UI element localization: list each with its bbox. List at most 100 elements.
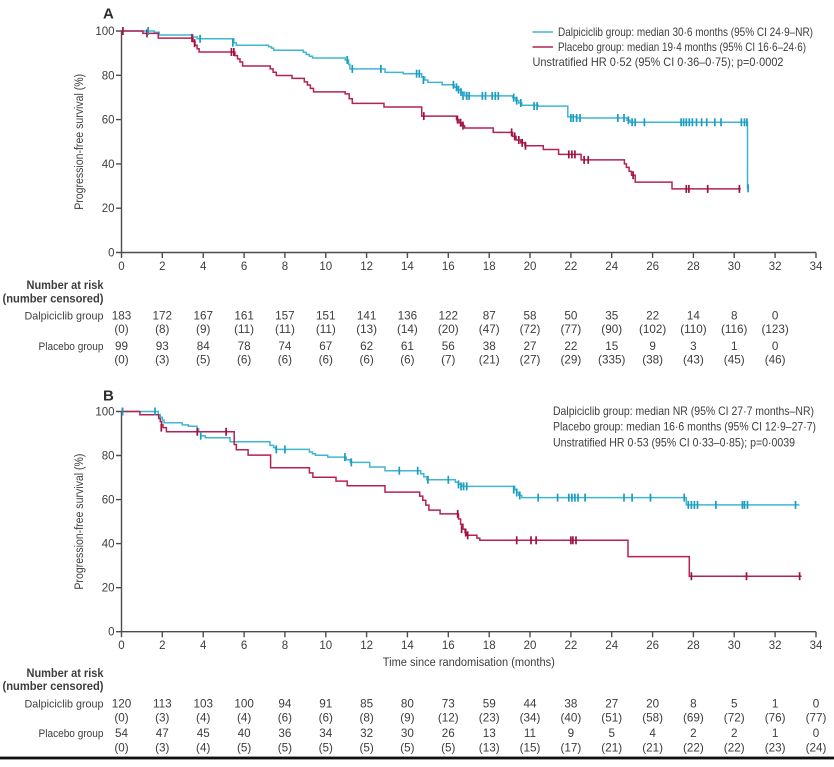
svg-text:22: 22 xyxy=(564,340,577,353)
svg-text:Placebo group: median 19·4 mon: Placebo group: median 19·4 months (95% C… xyxy=(558,40,806,54)
svg-text:B: B xyxy=(103,388,114,405)
svg-text:(47): (47) xyxy=(479,323,500,336)
svg-text:80: 80 xyxy=(102,451,115,463)
svg-text:0: 0 xyxy=(813,697,820,710)
svg-text:(335): (335) xyxy=(598,354,625,367)
svg-text:8: 8 xyxy=(282,261,288,273)
svg-text:(5): (5) xyxy=(359,742,373,755)
svg-text:12: 12 xyxy=(360,261,373,273)
svg-text:136: 136 xyxy=(398,310,418,323)
svg-text:(4): (4) xyxy=(196,742,210,755)
svg-text:(29): (29) xyxy=(561,354,582,367)
svg-text:14: 14 xyxy=(687,310,701,323)
svg-text:(5): (5) xyxy=(237,742,251,755)
svg-text:28: 28 xyxy=(687,261,700,273)
svg-text:167: 167 xyxy=(193,310,213,323)
svg-text:6: 6 xyxy=(241,261,247,273)
svg-text:(6): (6) xyxy=(319,354,333,367)
svg-text:151: 151 xyxy=(316,310,336,323)
svg-text:91: 91 xyxy=(319,697,332,710)
svg-text:(number censored): (number censored) xyxy=(3,294,104,306)
svg-text:40: 40 xyxy=(102,539,115,551)
svg-text:(8): (8) xyxy=(155,323,169,336)
svg-text:Progression-free survival (%): Progression-free survival (%) xyxy=(74,453,86,589)
svg-text:47: 47 xyxy=(156,727,169,740)
svg-text:8: 8 xyxy=(690,697,697,710)
svg-text:(8): (8) xyxy=(359,711,373,724)
svg-text:87: 87 xyxy=(483,310,496,323)
svg-text:0: 0 xyxy=(772,340,779,353)
svg-text:20: 20 xyxy=(102,203,115,215)
svg-text:27: 27 xyxy=(605,697,618,710)
svg-text:11: 11 xyxy=(524,727,536,740)
svg-text:122: 122 xyxy=(439,310,459,323)
svg-text:14: 14 xyxy=(401,640,414,652)
svg-text:(21): (21) xyxy=(642,742,663,755)
svg-text:32: 32 xyxy=(769,640,782,652)
svg-text:80: 80 xyxy=(401,697,415,710)
svg-text:14: 14 xyxy=(401,261,414,273)
svg-text:(40): (40) xyxy=(561,711,582,724)
svg-text:0: 0 xyxy=(108,248,114,260)
svg-text:Placebo group: Placebo group xyxy=(39,341,104,353)
svg-text:10: 10 xyxy=(319,640,332,652)
svg-text:Time since randomisation (mont: Time since randomisation (months) xyxy=(383,657,555,669)
svg-text:100: 100 xyxy=(234,697,254,710)
svg-text:100: 100 xyxy=(95,407,114,419)
svg-text:9: 9 xyxy=(649,340,656,353)
svg-text:32: 32 xyxy=(360,727,373,740)
svg-text:(20): (20) xyxy=(438,323,459,336)
svg-text:(21): (21) xyxy=(601,742,622,755)
svg-text:20: 20 xyxy=(524,261,537,273)
svg-text:34: 34 xyxy=(319,727,333,740)
svg-text:54: 54 xyxy=(115,727,129,740)
svg-text:(72): (72) xyxy=(520,323,541,336)
svg-text:3: 3 xyxy=(690,340,697,353)
svg-text:9: 9 xyxy=(568,727,575,740)
svg-text:(24): (24) xyxy=(806,742,827,755)
svg-text:74: 74 xyxy=(278,340,292,353)
svg-text:73: 73 xyxy=(442,697,455,710)
svg-text:4: 4 xyxy=(200,261,207,273)
svg-text:(45): (45) xyxy=(724,354,745,367)
svg-text:59: 59 xyxy=(483,697,496,710)
svg-text:(77): (77) xyxy=(806,711,827,724)
svg-text:40: 40 xyxy=(238,727,252,740)
svg-text:(69): (69) xyxy=(683,711,704,724)
svg-text:(27): (27) xyxy=(520,354,541,367)
svg-text:(76): (76) xyxy=(765,711,786,724)
svg-text:(0): (0) xyxy=(114,354,128,367)
svg-text:30: 30 xyxy=(728,261,741,273)
svg-text:0: 0 xyxy=(813,727,820,740)
svg-text:5: 5 xyxy=(608,727,615,740)
svg-text:(22): (22) xyxy=(724,742,745,755)
svg-text:(123): (123) xyxy=(761,323,788,336)
svg-text:(6): (6) xyxy=(278,354,292,367)
svg-text:16: 16 xyxy=(442,640,455,652)
svg-text:2: 2 xyxy=(159,261,165,273)
svg-text:58: 58 xyxy=(523,310,536,323)
svg-text:(6): (6) xyxy=(319,711,333,724)
svg-text:(12): (12) xyxy=(438,711,459,724)
svg-text:62: 62 xyxy=(360,340,373,353)
svg-text:60: 60 xyxy=(102,115,115,127)
svg-text:85: 85 xyxy=(360,697,374,710)
svg-text:Unstratified HR 0·52 (95% CI 0: Unstratified HR 0·52 (95% CI 0·36–0·75);… xyxy=(533,55,784,69)
svg-text:141: 141 xyxy=(357,310,377,323)
svg-text:16: 16 xyxy=(442,261,455,273)
svg-text:(15): (15) xyxy=(520,742,541,755)
svg-text:(5): (5) xyxy=(400,742,414,755)
svg-text:8: 8 xyxy=(731,310,738,323)
svg-text:(5): (5) xyxy=(196,354,210,367)
svg-text:(51): (51) xyxy=(601,711,622,724)
svg-text:22: 22 xyxy=(565,261,578,273)
svg-text:38: 38 xyxy=(564,697,577,710)
svg-text:10: 10 xyxy=(319,261,332,273)
svg-text:93: 93 xyxy=(156,340,169,353)
svg-text:(5): (5) xyxy=(441,742,455,755)
svg-text:Dalpiciclib group: Dalpiciclib group xyxy=(25,311,104,323)
svg-text:(58): (58) xyxy=(642,711,663,724)
svg-text:22: 22 xyxy=(646,310,659,323)
svg-text:(4): (4) xyxy=(237,711,251,724)
svg-text:26: 26 xyxy=(646,261,659,273)
